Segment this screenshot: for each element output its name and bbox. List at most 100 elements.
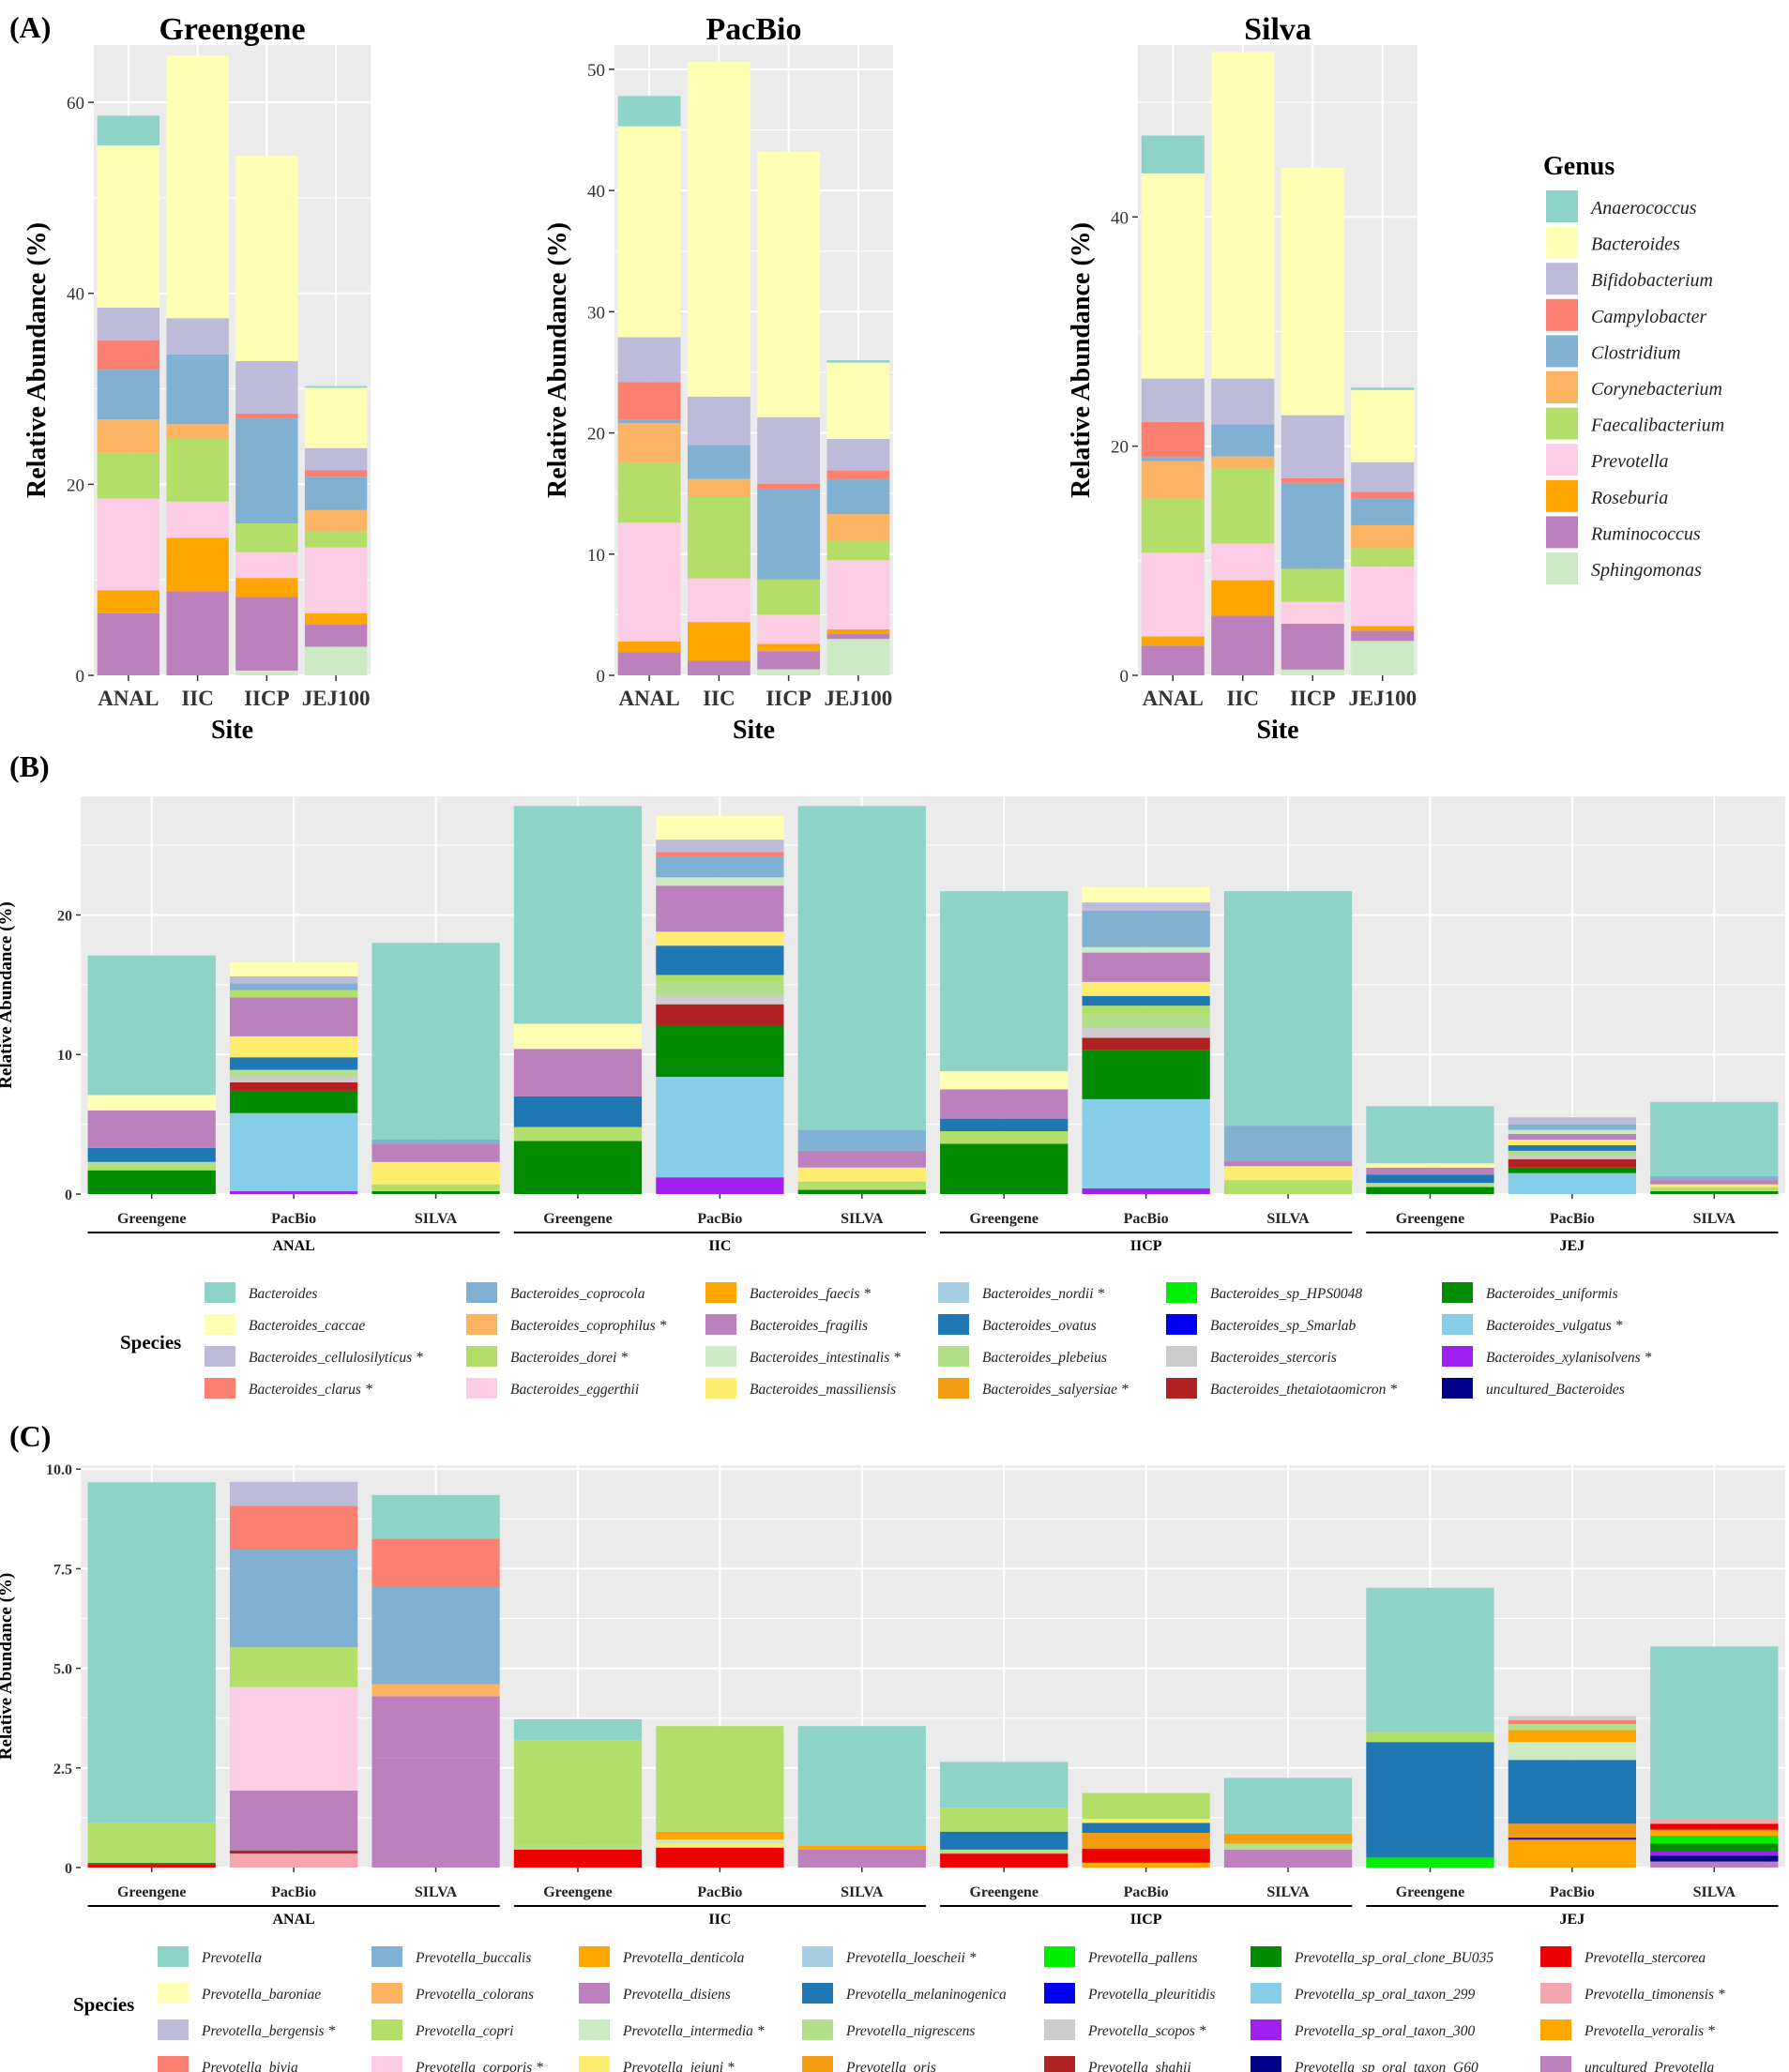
a-silva-bar-anal-roseburia	[1141, 636, 1205, 646]
b-legend-label-bacteroides-faecis: Bacteroides_faecis *	[750, 1286, 871, 1302]
c-bar-iic-greengene-prevotella	[513, 1718, 643, 1741]
b-bar-iic-pacbio-bacteroides-intestinalis	[656, 877, 784, 886]
c-legend-swatch-prevotella-disiens	[579, 1983, 610, 2004]
a-greengene-bar-jej100-corynebacterium	[304, 509, 368, 532]
a-greengene-bar-anal-roseburia	[97, 590, 160, 613]
c-ytick-label: 10.0	[46, 1462, 72, 1478]
a-greengene-bar-anal-faecalibacterium	[97, 452, 160, 499]
b-bar-iic-greengene-bacteroides-ovatus	[513, 1096, 643, 1127]
b-legend-label-bacteroides-ovatus: Bacteroides_ovatus	[982, 1318, 1097, 1334]
a-pacbio-bar-iic-clostridium	[687, 445, 750, 479]
c-legend-label-prevotella-jejuni: Prevotella_jejuni *	[622, 2060, 735, 2072]
c-legend-swatch-prevotella-corporis	[371, 2056, 402, 2072]
b-legend-swatch-bacteroides-nordii	[938, 1282, 969, 1303]
b-bar-jej-greengene-bacteroides-caccae	[1366, 1163, 1494, 1168]
a-legend-swatch-ruminococcus	[1546, 516, 1578, 549]
a-silva-xtick-label: IIC	[1226, 687, 1259, 710]
b-db-label: Greengene	[543, 1211, 612, 1227]
b-bar-iicp-pacbio-bacteroides-xylanisolvens	[1082, 1188, 1210, 1194]
a-silva-bar-anal-faecalibacterium	[1141, 498, 1205, 553]
c-db-label: PacBio	[1124, 1884, 1169, 1900]
c-legend-swatch-prevotella-melaninogenica	[802, 1983, 833, 2004]
b-legend-label-bacteroides-coprocola: Bacteroides_coprocola	[510, 1286, 645, 1302]
c-legend-label-prevotella-intermedia: Prevotella_intermedia *	[622, 2023, 765, 2039]
a-pacbio-xtick-label: JEJ100	[824, 687, 892, 710]
a-pacbio-bar-iicp-sphingomonas	[757, 669, 821, 675]
b-bar-iic-pacbio-bacteroides-plebeius	[656, 981, 784, 996]
b-legend-swatch-bacteroides-coprocola	[466, 1282, 497, 1303]
a-silva-bar-anal-prevotella	[1141, 552, 1205, 637]
a-pacbio-xlabel: Site	[733, 716, 775, 745]
a-greengene-ytick-label: 60	[67, 94, 84, 113]
b-bar-iicp-pacbio-bacteroides-plebeius	[1082, 1014, 1210, 1028]
b-bar-jej-silva-bacteroides	[1650, 1101, 1779, 1176]
c-bar-anal-greengene-prevotella-shahii	[87, 1863, 216, 1865]
c-legend-swatch-uncultured-prevotella	[1540, 2056, 1571, 2072]
c-legend-label-prevotella-corporis: Prevotella_corporis *	[415, 2060, 543, 2072]
c-bar-iicp-greengene-prevotella-melaninogenica	[940, 1831, 1069, 1850]
b-bar-anal-silva-bacteroides-uniformis	[371, 1191, 500, 1194]
b-bar-iic-pacbio-bacteroides-massiliensis	[656, 931, 784, 946]
b-legend-label-uncultured-bacteroides: uncultured_Bacteroides	[1486, 1382, 1625, 1398]
a-pacbio-bar-iicp-campylobacter	[757, 483, 821, 489]
b-legend-swatch-bacteroides-caccae	[205, 1314, 235, 1335]
b-bar-jej-greengene-bacteroides-uniformis	[1366, 1187, 1494, 1194]
a-silva-bar-anal-corynebacterium	[1141, 461, 1205, 499]
b-bar-iic-silva-bacteroides-uniformis	[797, 1189, 926, 1194]
a-legend-label-clostridium: Clostridium	[1591, 342, 1681, 363]
a-pacbio-bar-jej100-clostridium	[826, 478, 890, 515]
c-bar-jej-pacbio-prevotella-oris	[1508, 1823, 1637, 1838]
a-silva-ytick-label: 40	[1111, 208, 1129, 228]
c-bar-jej-silva-uncultured-prevotella	[1650, 1861, 1779, 1868]
a-silva-ytick-label: 20	[1111, 438, 1129, 458]
b-ytick-label: 10	[57, 1048, 72, 1064]
c-legend-swatch-prevotella-loescheii	[802, 1946, 833, 1967]
c-bar-anal-pacbio-prevotella-disiens	[229, 1791, 358, 1851]
b-bar-iic-pacbio-bacteroides-xylanisolvens	[656, 1177, 784, 1194]
b-bar-iicp-greengene-bacteroides-uniformis	[940, 1143, 1069, 1194]
b-bar-anal-greengene-bacteroides-plebeius	[87, 1161, 216, 1167]
b-bar-iic-pacbio-bacteroides-stercoris	[656, 995, 784, 1005]
b-bar-anal-greengene-bacteroides-dorei	[87, 1166, 216, 1171]
c-bar-anal-greengene-prevotella-stercorea	[87, 1864, 216, 1868]
c-bar-iic-pacbio-prevotella-copri	[656, 1726, 784, 1832]
b-bar-anal-pacbio-bacteroides-dorei	[229, 990, 358, 998]
c-legend-label-prevotella-stercorea: Prevotella_stercorea	[1584, 1950, 1706, 1966]
a-silva-bar-iic-bacteroides	[1211, 52, 1275, 379]
c-legend-label-prevotella-pleuritidis: Prevotella_pleuritidis	[1087, 1987, 1215, 2003]
b-bar-iic-pacbio-bacteroides-fragilis	[656, 885, 784, 932]
a-silva-bar-iicp-clostridium	[1281, 482, 1344, 569]
b-bar-anal-greengene-bacteroides-fragilis	[87, 1110, 216, 1148]
a-pacbio-bar-anal-ruminococcus	[617, 652, 681, 675]
a-greengene-bar-anal-bifidobacterium	[97, 308, 160, 340]
c-bar-iicp-silva-prevotella-nigrescens	[1223, 1843, 1353, 1850]
b-bar-iicp-silva-bacteroides-coprocola	[1223, 1126, 1353, 1161]
a-legend-swatch-clostridium	[1546, 335, 1578, 368]
a-greengene-bar-anal-bacteroides	[97, 144, 160, 308]
a-greengene-bar-jej100-ruminococcus	[304, 625, 368, 647]
a-pacbio-bar-jej100-roseburia	[826, 628, 890, 635]
c-legend-label-prevotella-baroniae: Prevotella_baroniae	[201, 1987, 321, 2003]
b-bar-anal-pacbio-bacteroides-plebeius	[229, 1069, 358, 1078]
b-bar-anal-greengene-bacteroides-caccae	[87, 1095, 216, 1111]
b-bar-iicp-pacbio-bacteroides-intestinalis	[1082, 946, 1210, 953]
c-bar-jej-silva-prevotella-sp-oral-taxon-g60	[1650, 1855, 1779, 1862]
b-bar-jej-greengene-bacteroides-ovatus	[1366, 1174, 1494, 1184]
c-panel	[81, 1465, 1785, 1868]
a-silva-bar-iicp-bacteroides	[1281, 167, 1344, 416]
b-bar-jej-pacbio-bacteroides-cellulosilyticus	[1508, 1117, 1637, 1125]
b-legend-swatch-bacteroides-fragilis	[705, 1314, 736, 1335]
c-legend-swatch-prevotella	[158, 1946, 189, 1967]
a-legend-swatch-prevotella	[1546, 444, 1578, 476]
b-bar-jej-silva-bacteroides-fragilis	[1650, 1180, 1779, 1185]
c-db-label: Greengene	[117, 1884, 186, 1900]
b-legend-swatch-bacteroides-stercoris	[1166, 1346, 1197, 1367]
b-bar-iic-greengene-bacteroides	[513, 806, 643, 1024]
b-ylabel: Relative Abundance (%)	[0, 901, 16, 1089]
a-pacbio-bar-jej100-corynebacterium	[826, 514, 890, 541]
b-bar-anal-pacbio-bacteroides-vulgatus	[229, 1112, 358, 1192]
a-greengene-xtick-label: ANAL	[98, 687, 159, 710]
a-legend-swatch-corynebacterium	[1546, 371, 1578, 403]
b-bar-jej-pacbio-bacteroides-intestinalis	[1508, 1129, 1637, 1135]
a-silva-xtick-label: ANAL	[1143, 687, 1204, 710]
